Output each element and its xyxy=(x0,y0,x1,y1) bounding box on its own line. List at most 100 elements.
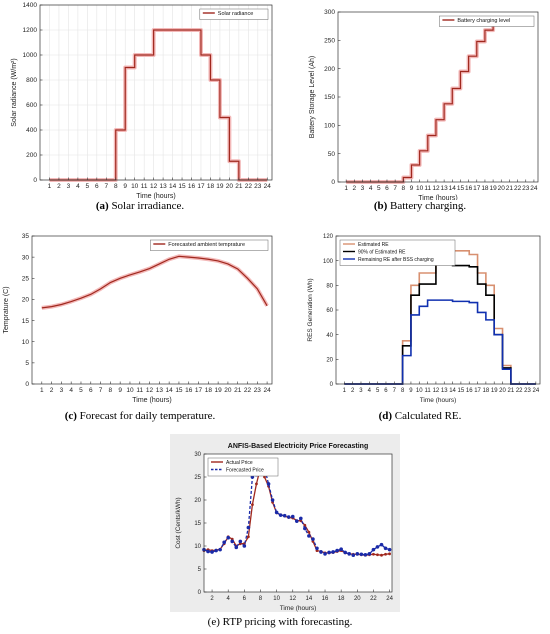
chart-e-point-0 xyxy=(376,553,379,557)
chart-b-ytick-label: 300 xyxy=(324,9,335,16)
chart-a: 1 2 3 4 5 6 7 8 9 10 11 12 13 14 15 16 17 18 19 20 21 22 23 24 0… xyxy=(0,0,280,200)
chart-b-ytick-label: 0 xyxy=(331,179,335,186)
chart-a-xtick-label: 2 xyxy=(57,183,61,190)
chart-a-ytick-label: 800 xyxy=(26,77,37,84)
chart-a-ylabel: Solar radiance (W/m²) xyxy=(11,58,18,126)
chart-c-ytick-label: 25 xyxy=(22,275,30,282)
chart-e-point-0 xyxy=(372,552,375,556)
chart-b-ylabel: Battery Storage Level (Ah) xyxy=(309,56,316,139)
chart-a-xtick-label: 9 xyxy=(123,183,127,190)
chart-e-point-1 xyxy=(371,547,376,552)
caption-a-text: Solar irradiance. xyxy=(111,200,185,212)
chart-b-xtick-label: 22 xyxy=(514,185,522,192)
chart-b-legend-box xyxy=(439,15,535,27)
chart-e-xtick-label: 10 xyxy=(273,596,280,602)
chart-e-point-1 xyxy=(234,545,239,550)
chart-b-xtick-label: 6 xyxy=(385,185,389,192)
chart-a-xtick-label: 6 xyxy=(95,183,99,190)
chart-a-xtick-label: 3 xyxy=(67,183,71,190)
chart-b-xtick-label: 8 xyxy=(401,185,405,192)
chart-b-xtick-label: 2 xyxy=(353,185,357,192)
chart-e-point-1 xyxy=(246,525,251,530)
chart-c-ytick-label: 30 xyxy=(22,254,30,261)
chart-e-ylabel: Cost (Cents/kWh) xyxy=(175,497,182,548)
chart-e-plot-area xyxy=(204,454,392,592)
chart-e-point-1 xyxy=(331,550,335,554)
chart-e-xlabel: Time (hours) xyxy=(280,605,317,612)
chart-d-xtick-label: 24 xyxy=(532,388,539,394)
chart-d-xtick-label: 11 xyxy=(424,388,431,394)
chart-c-axes-box xyxy=(31,235,273,385)
chart-d-xtick-label: 10 xyxy=(416,388,423,394)
chart-c-xtick-label: 14 xyxy=(166,387,174,394)
chart-d-xtick-label: 18 xyxy=(483,388,490,394)
caption-a-letter: (a) xyxy=(95,200,109,212)
chart-a-xtick-label: 14 xyxy=(169,183,177,190)
chart-b-xtick-label: 24 xyxy=(530,185,538,192)
chart-b-xtick-label: 11 xyxy=(424,185,431,192)
chart-e-legend-label: Forecasted Price xyxy=(226,468,264,474)
chart-c-xtick-label: 6 xyxy=(89,387,93,394)
chart-e-point-1 xyxy=(327,550,331,555)
chart-d-xtick-label: 19 xyxy=(491,388,498,394)
chart-c-xtick-label: 18 xyxy=(205,387,213,394)
chart-d-xtick-label: 1 xyxy=(343,388,347,394)
chart-c-xtick-label: 2 xyxy=(50,387,54,394)
chart-d-xtick-label: 13 xyxy=(441,388,448,394)
chart-e-xtick-label: 4 xyxy=(227,596,231,602)
chart-d-ytick-label: 0 xyxy=(330,382,334,388)
chart-a-ytick-label: 600 xyxy=(26,102,37,109)
chart-d-xtick-label: 23 xyxy=(524,388,531,394)
chart-e-point-1 xyxy=(206,549,210,554)
chart-e-xtick-label: 2 xyxy=(210,596,214,602)
chart-c-xtick-label: 23 xyxy=(254,387,262,394)
chart-c-series-line-0 xyxy=(41,255,268,309)
chart-e-point-1 xyxy=(299,516,303,521)
chart-b-xtick-label: 21 xyxy=(506,185,514,192)
caption-a: (a) Solar irradiance. xyxy=(0,200,280,212)
chart-a-xtick-label: 22 xyxy=(245,183,253,190)
chart-b-xtick-label: 9 xyxy=(410,185,414,192)
chart-c-ytick-label: 0 xyxy=(25,381,29,388)
chart-b-xtick-label: 5 xyxy=(377,185,381,192)
chart-d-legend-label: Estimated RE xyxy=(358,242,389,248)
chart-e-point-0 xyxy=(246,535,250,539)
chart-b-ytick-label: 250 xyxy=(324,38,335,45)
chart-d-xtick-label: 5 xyxy=(376,388,380,394)
chart-b-xlabel: Time (hours) xyxy=(418,195,457,200)
chart-b-xtick-label: 13 xyxy=(441,185,449,192)
chart-e-point-0 xyxy=(255,482,258,486)
caption-c-text: Forecast for daily temperature. xyxy=(79,410,216,422)
chart-e-point-1 xyxy=(387,547,392,552)
chart-c-svg: 1 2 3 4 5 6 7 8 9 10 11 12 13 14 15 16 17 18 19 20 21 22 23 240… xyxy=(3,233,273,404)
chart-d-xtick-label: 6 xyxy=(384,388,388,394)
chart-a-xtick-label: 20 xyxy=(226,183,234,190)
chart-c-xtick-label: 11 xyxy=(136,387,143,394)
chart-d-xtick-label: 7 xyxy=(393,388,397,394)
chart-a-plot-area xyxy=(40,5,272,180)
chart-e-point-1 xyxy=(315,546,319,551)
chart-e-xtick-label: 22 xyxy=(370,596,377,602)
chart-c-xtick-label: 3 xyxy=(60,387,64,394)
chart-e-point-0 xyxy=(263,475,266,479)
chart-e-point-1 xyxy=(379,542,384,547)
chart-b-xtick-label: 23 xyxy=(522,185,530,192)
chart-a-axes-box xyxy=(39,4,273,181)
chart-a-ytick-label: 1000 xyxy=(23,52,38,59)
chart-d-legend-label: Remaining RE after BSS charging xyxy=(358,257,434,263)
chart-e-point-1 xyxy=(266,482,271,486)
chart-c: 1 2 3 4 5 6 7 8 9 10 11 12 13 14 15 16 17 18 19 20 21 22 23 24 0… xyxy=(0,228,280,408)
chart-d-xtick-label: 12 xyxy=(433,388,440,394)
chart-e-point-1 xyxy=(290,514,295,519)
chart-a-xtick-label: 10 xyxy=(131,183,139,190)
chart-e-point-1 xyxy=(383,546,388,551)
chart-b-plot-area xyxy=(338,12,538,182)
chart-d-legend-label: 90% of Estimated RE xyxy=(358,250,406,256)
chart-d-ytick-label: 20 xyxy=(326,358,333,364)
chart-d-ytick-label: 80 xyxy=(326,284,333,290)
chart-b-ytick-label: 150 xyxy=(324,94,335,101)
chart-a-ytick-label: 1200 xyxy=(23,27,38,34)
chart-e-xtick-label: 12 xyxy=(289,596,296,602)
chart-d-xtick-label: 20 xyxy=(499,388,506,394)
